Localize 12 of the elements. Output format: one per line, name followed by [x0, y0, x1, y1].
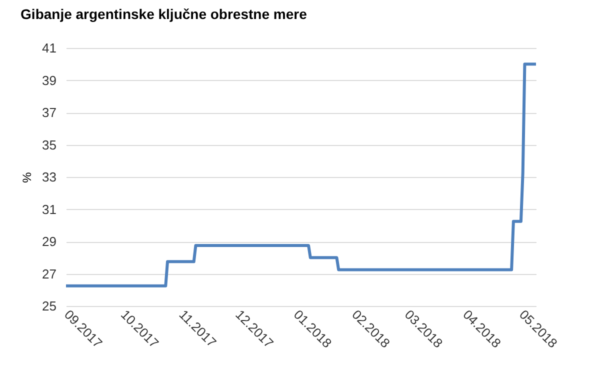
y-tick-label: 27 — [42, 266, 56, 282]
line-series — [64, 62, 538, 288]
y-tick-label: 37 — [42, 105, 56, 120]
chart-title: Gibanje argentinske ključne obrestne mere — [20, 6, 308, 22]
y-tick-label: 41 — [42, 40, 56, 56]
y-tick-label: 33 — [42, 170, 56, 184]
y-tick-label: 29 — [42, 234, 56, 249]
y-tick-label: 25 — [42, 298, 56, 314]
y-tick-label: 35 — [42, 137, 56, 152]
y-tick-label: 39 — [42, 72, 56, 88]
y-tick-label: 31 — [42, 202, 56, 217]
y-axis-title: % — [20, 172, 34, 183]
